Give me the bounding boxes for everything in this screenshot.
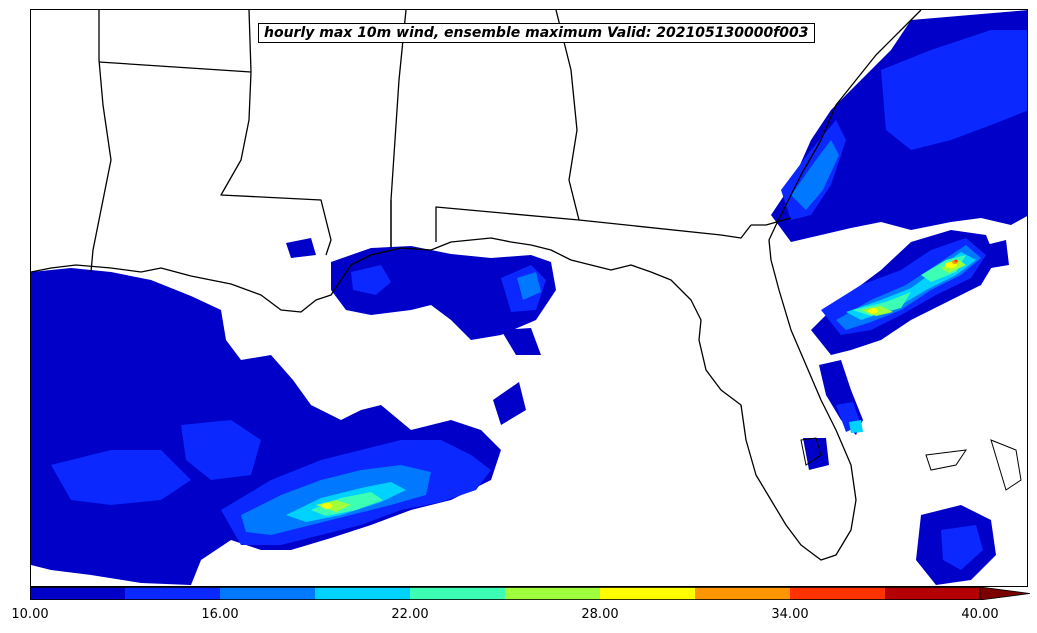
- map-canvas: [31, 10, 1027, 585]
- colorbar-segment: [410, 587, 506, 600]
- island-outline: [800, 437, 1022, 491]
- colorbar-segment: [885, 587, 981, 600]
- colorbar-segment: [790, 587, 886, 600]
- colorbar-tick-label: 28.00: [581, 607, 619, 622]
- map-panel: hourly max 10m wind, ensemble maximum Va…: [30, 9, 1028, 587]
- colorbar-segment: [505, 587, 601, 600]
- colorbar-segment: [695, 587, 791, 600]
- colorbar-extend-arrow: [979, 587, 1030, 600]
- colorbar-tick-label: 22.00: [391, 607, 429, 622]
- wind-field-34-37: [954, 259, 958, 263]
- coastline-and-borders: [31, 10, 922, 561]
- map-title: hourly max 10m wind, ensemble maximum Va…: [258, 23, 815, 43]
- colorbar-tick-label: 40.00: [961, 607, 999, 622]
- colorbar-segment: [30, 587, 126, 600]
- colorbar-tick-label: 16.00: [201, 607, 239, 622]
- colorbar-tick-label: 34.00: [771, 607, 809, 622]
- colorbar-segment: [600, 587, 696, 600]
- colorbar-tick-label: 10.00: [11, 607, 49, 622]
- colorbar: [30, 587, 1030, 600]
- colorbar-outline: [30, 587, 980, 600]
- colorbar-segments: [30, 587, 981, 600]
- colorbar-segment: [125, 587, 221, 600]
- wind-field-28-31: [322, 262, 957, 509]
- colorbar-segment: [220, 587, 316, 600]
- colorbar-segment: [315, 587, 411, 600]
